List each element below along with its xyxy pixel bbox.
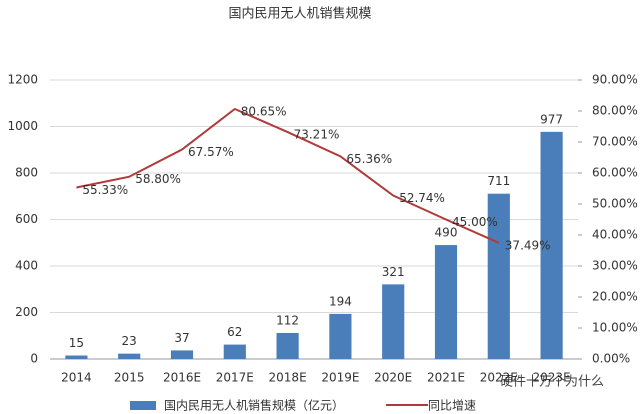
watermark: 硬件十万个为什么: [500, 375, 604, 390]
x-tick-label: 2018E: [269, 371, 307, 385]
bar-value-label: 977: [540, 112, 563, 126]
legend-swatch: [130, 401, 156, 410]
x-tick-label: 2016E: [163, 371, 201, 385]
bar-value-label: 711: [487, 174, 510, 188]
x-tick-label: 2015: [114, 371, 145, 385]
x-tick-label: 2014: [61, 371, 92, 385]
y-tick-label: 400: [15, 259, 38, 273]
line-value-label: 45.00%: [452, 215, 498, 229]
y-tick-label: 1000: [7, 119, 38, 133]
y2-tick-label: 40.00%: [592, 228, 638, 242]
line-value-label: 55.33%: [82, 183, 128, 197]
y2-tick-label: 70.00%: [592, 135, 638, 149]
bar: [65, 355, 88, 359]
y2-tick-label: 90.00%: [592, 73, 638, 87]
line-value-label: 52.74%: [399, 191, 445, 205]
bar-value-label: 15: [69, 336, 84, 350]
line-value-label: 65.36%: [346, 152, 392, 166]
bar: [540, 131, 563, 359]
bar: [329, 313, 352, 359]
line-value-label: 58.80%: [135, 172, 181, 186]
y2-tick-label: 50.00%: [592, 197, 638, 211]
y-tick-label: 800: [15, 166, 38, 180]
x-tick-label: 2017E: [216, 371, 254, 385]
line-value-label: 80.65%: [241, 104, 287, 118]
bar-value-label: 490: [435, 226, 458, 240]
bar: [487, 193, 510, 359]
x-tick-label: 2021E: [427, 371, 465, 385]
line-value-label: 73.21%: [294, 128, 340, 142]
bar-value-label: 37: [174, 331, 189, 345]
y-tick-label: 200: [15, 305, 38, 319]
y2-tick-label: 60.00%: [592, 166, 638, 180]
bar: [276, 332, 299, 359]
bar: [170, 350, 194, 359]
bar-value-label: 194: [329, 294, 352, 308]
y-tick-label: 0: [30, 352, 38, 366]
line-value-label: 37.49%: [505, 238, 551, 252]
y2-tick-label: 10.00%: [592, 321, 638, 335]
bar: [118, 353, 141, 359]
legend-label: 国内民用无人机销售规模（亿元）: [164, 398, 344, 413]
line-series: [76, 107, 500, 244]
bar: [434, 245, 458, 359]
bar-value-label: 321: [382, 265, 405, 279]
x-tick-label: 2019E: [321, 371, 359, 385]
bar-value-label: 112: [276, 313, 299, 327]
chart-title: 国内民用无人机销售规模: [228, 6, 371, 22]
y2-tick-label: 0.00%: [592, 352, 630, 366]
x-tick-label: 2022E: [480, 371, 518, 385]
x-tick-label: 2020E: [374, 371, 412, 385]
bar-value-label: 23: [122, 334, 137, 348]
y-tick-label: 600: [15, 212, 38, 226]
bar: [382, 284, 405, 359]
y2-tick-label: 80.00%: [592, 104, 638, 118]
bar: [223, 344, 246, 359]
legend-label: 同比增速: [428, 399, 476, 413]
bar-value-label: 62: [227, 325, 242, 339]
y2-tick-label: 20.00%: [592, 290, 638, 304]
y-tick-label: 1200: [7, 73, 38, 87]
line-value-label: 67.57%: [188, 145, 234, 159]
x-tick-label: 2023E: [533, 371, 571, 385]
y2-tick-label: 30.00%: [592, 259, 638, 273]
